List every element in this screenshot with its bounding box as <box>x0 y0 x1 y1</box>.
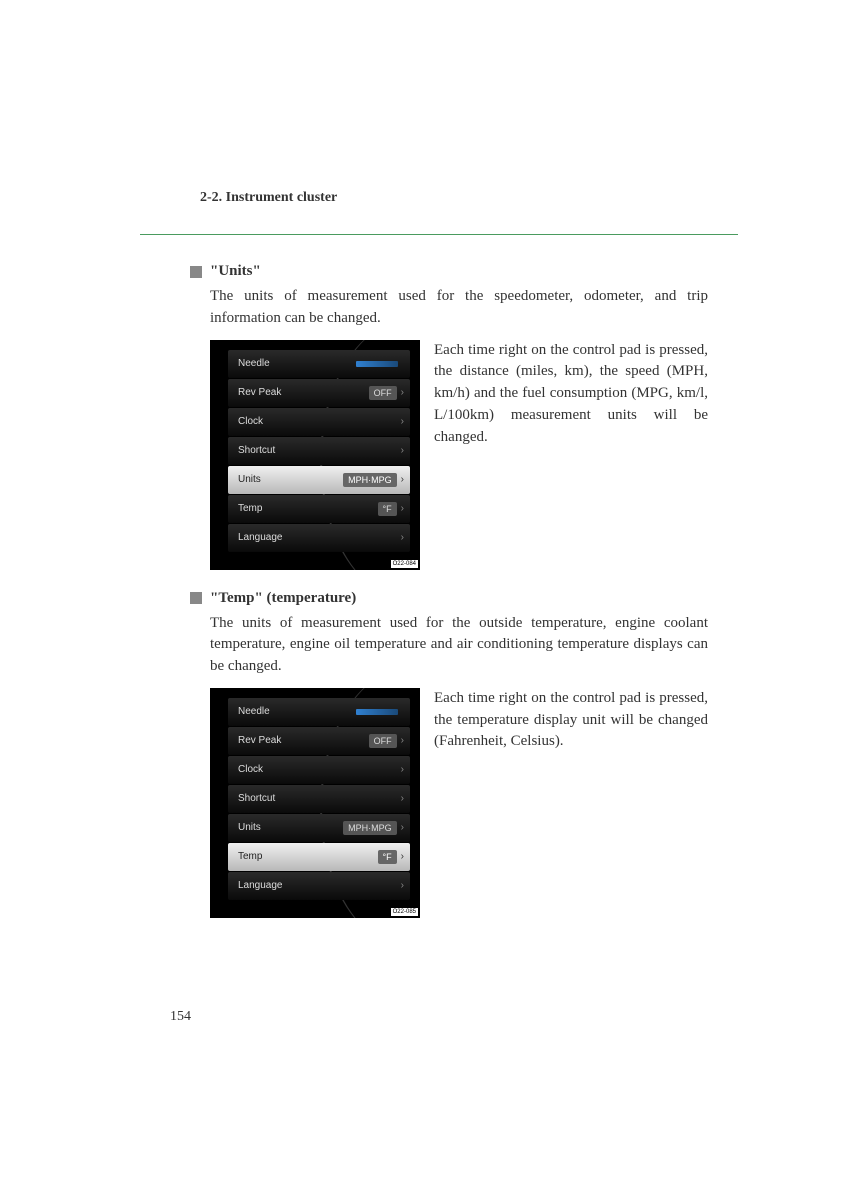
menu-item[interactable]: Needle <box>228 698 410 726</box>
section-description: The units of measurement used for the sp… <box>210 286 708 330</box>
menu-item-label: Language <box>238 880 401 891</box>
menu-item-label: Units <box>238 822 343 833</box>
menu-item-value: °F <box>378 850 397 864</box>
needle-indicator <box>356 709 398 715</box>
menu-item-label: Temp <box>238 503 378 514</box>
chevron-right-icon: › <box>401 532 404 543</box>
menu-item[interactable]: Language› <box>228 524 410 552</box>
chevron-right-icon: › <box>401 735 404 746</box>
chevron-right-icon: › <box>401 387 404 398</box>
menu-item-label: Needle <box>238 706 356 717</box>
menu-item-label: Units <box>238 474 343 485</box>
menu-item[interactable]: Temp°F › <box>228 843 410 871</box>
chevron-right-icon: › <box>401 503 404 514</box>
bullet-icon <box>190 592 202 604</box>
menu-item[interactable]: Rev PeakOFF › <box>228 379 410 407</box>
image-code: O22-085 <box>391 908 418 916</box>
menu-list: NeedleRev PeakOFF›Clock›Shortcut›UnitsMP… <box>228 350 410 552</box>
menu-item-label: Clock <box>238 416 401 427</box>
menu-item-label: Needle <box>238 358 356 369</box>
menu-item-label: Rev Peak <box>238 735 369 746</box>
page-number: 154 <box>170 1009 191 1025</box>
menu-item[interactable]: Language› <box>228 872 410 900</box>
image-code: O22-084 <box>391 560 418 568</box>
chevron-right-icon: › <box>401 793 404 804</box>
chevron-right-icon: › <box>401 764 404 775</box>
menu-item-label: Shortcut <box>238 793 401 804</box>
menu-item[interactable]: Clock› <box>228 756 410 784</box>
side-description: Each time right on the control pad is pr… <box>434 340 708 570</box>
section: "Temp" (temperature) The units of measure… <box>170 590 708 918</box>
menu-item[interactable]: Shortcut› <box>228 437 410 465</box>
section-title: "Temp" (temperature) <box>210 590 356 607</box>
menu-item-value: MPH·MPG <box>343 473 397 487</box>
bullet-icon <box>190 266 202 278</box>
divider <box>140 234 738 235</box>
menu-item-label: Shortcut <box>238 445 401 456</box>
side-description: Each time right on the control pad is pr… <box>434 688 708 918</box>
menu-item[interactable]: Clock› <box>228 408 410 436</box>
menu-item[interactable]: Rev PeakOFF › <box>228 727 410 755</box>
menu-item[interactable]: UnitsMPH·MPG › <box>228 466 410 494</box>
chevron-right-icon: › <box>401 851 404 862</box>
menu-item-value: OFF <box>369 386 397 400</box>
needle-indicator <box>356 361 398 367</box>
menu-item-label: Temp <box>238 851 378 862</box>
menu-item-value: MPH·MPG <box>343 821 397 835</box>
chevron-right-icon: › <box>401 445 404 456</box>
menu-item[interactable]: UnitsMPH·MPG › <box>228 814 410 842</box>
chevron-right-icon: › <box>401 474 404 485</box>
menu-item[interactable]: Temp°F › <box>228 495 410 523</box>
menu-item-value: °F <box>378 502 397 516</box>
cluster-screenshot: NeedleRev PeakOFF›Clock›Shortcut›UnitsMP… <box>210 340 420 570</box>
chevron-right-icon: › <box>401 416 404 427</box>
section: "Units" The units of measurement used for… <box>170 263 708 570</box>
section-description: The units of measurement used for the ou… <box>210 613 708 678</box>
cluster-screenshot: NeedleRev PeakOFF›Clock›Shortcut›UnitsMP… <box>210 688 420 918</box>
menu-item[interactable]: Needle <box>228 350 410 378</box>
chevron-right-icon: › <box>401 822 404 833</box>
menu-item[interactable]: Shortcut› <box>228 785 410 813</box>
menu-item-value: OFF <box>369 734 397 748</box>
menu-list: NeedleRev PeakOFF›Clock›Shortcut›UnitsMP… <box>228 698 410 900</box>
chevron-right-icon: › <box>401 880 404 891</box>
menu-item-label: Rev Peak <box>238 387 369 398</box>
menu-item-label: Language <box>238 532 401 543</box>
menu-item-label: Clock <box>238 764 401 775</box>
section-header: 2-2. Instrument cluster <box>200 190 708 206</box>
section-title: "Units" <box>210 263 261 280</box>
